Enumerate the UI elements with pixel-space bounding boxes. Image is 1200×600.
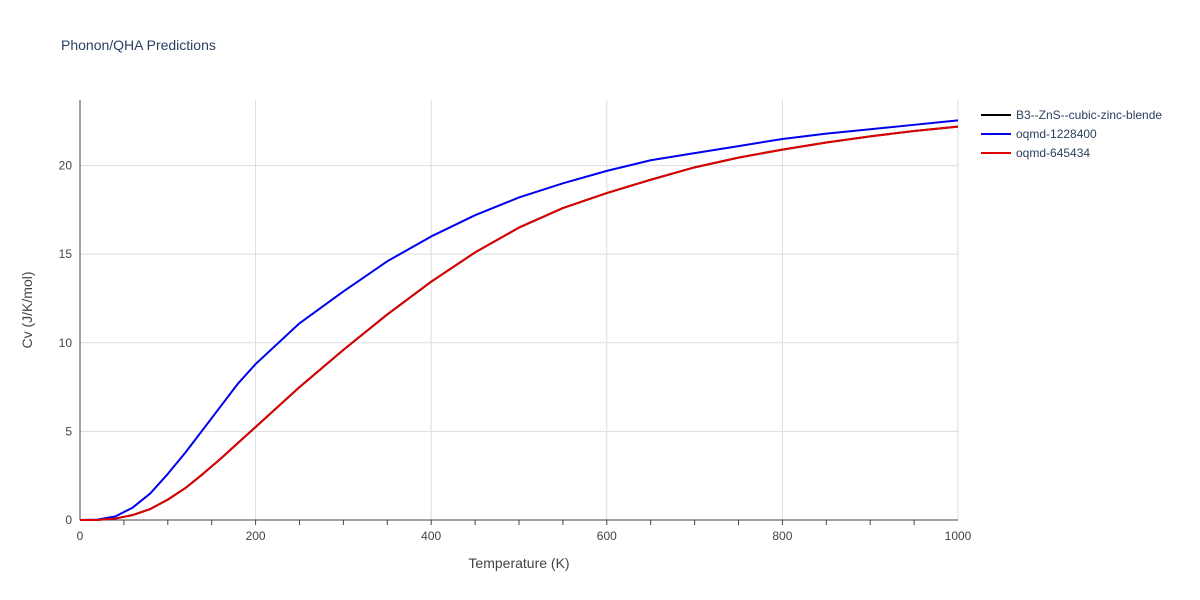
y-tick-label: 5 <box>65 424 72 438</box>
series-line-b3-zns-cubic-zinc-blende <box>79 125 959 521</box>
y-tick-label: 20 <box>59 159 73 173</box>
tick-labels: 0 200 400 600 800 1000 0 5 10 15 20 <box>59 159 972 543</box>
legend-item[interactable]: oqmd-645434 <box>981 146 1090 160</box>
x-tick-label: 0 <box>77 529 84 543</box>
y-tick-label: 10 <box>59 336 73 350</box>
legend-label: oqmd-1228400 <box>1016 127 1097 141</box>
x-tick-label: 200 <box>246 529 266 543</box>
x-tick-label: 1000 <box>945 529 972 543</box>
x-tick-label: 600 <box>597 529 617 543</box>
legend-label: B3--ZnS--cubic-zinc-blende <box>1016 108 1162 122</box>
series-layer <box>79 119 959 521</box>
chart-title: Phonon/QHA Predictions <box>61 37 216 53</box>
grid-layer <box>80 100 959 520</box>
series-line-oqmd-645434 <box>79 125 959 521</box>
legend-item[interactable]: B3--ZnS--cubic-zinc-blende <box>981 108 1162 122</box>
series-line-oqmd-1228400 <box>79 119 959 521</box>
axes-layer <box>79 100 958 525</box>
y-tick-label: 0 <box>65 513 72 527</box>
x-axis-title: Temperature (K) <box>468 555 569 571</box>
y-tick-label: 15 <box>59 247 73 261</box>
x-tick-label: 400 <box>421 529 441 543</box>
legend-item[interactable]: oqmd-1228400 <box>981 127 1097 141</box>
legend[interactable]: B3--ZnS--cubic-zinc-blende oqmd-1228400 oq… <box>981 108 1162 160</box>
y-axis-title: Cv (J/K/mol) <box>19 272 35 349</box>
x-tick-label: 800 <box>772 529 792 543</box>
legend-label: oqmd-645434 <box>1016 146 1090 160</box>
